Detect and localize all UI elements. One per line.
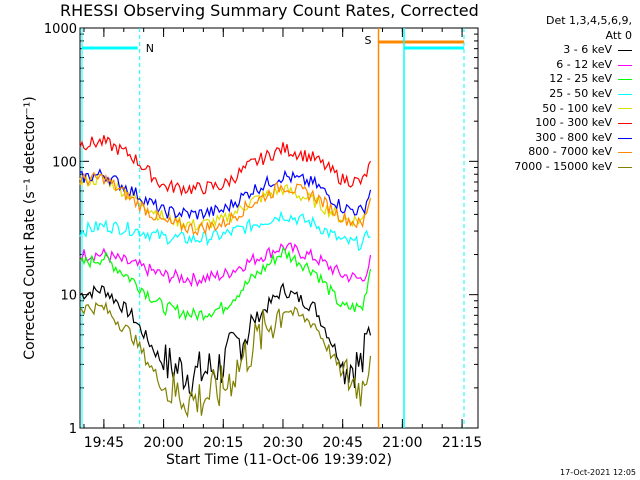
legend-entry: 100 - 300 keV [484, 116, 636, 131]
series-line [79, 173, 372, 231]
legend-entry: 6 - 12 keV [484, 58, 636, 73]
legend-swatch [618, 93, 632, 95]
series-line [79, 135, 372, 197]
legend-swatch [618, 166, 632, 168]
x-axis-label: Start Time (11-Oct-06 19:39:02) [166, 452, 392, 468]
legend-swatch [618, 49, 632, 51]
legend-label: 800 - 7000 keV [528, 145, 612, 159]
series-line [79, 282, 372, 397]
x-tick-label: 19:45 [84, 435, 124, 451]
legend-swatch [618, 108, 632, 110]
legend-swatch [618, 137, 632, 139]
y-tick-label: 10 [60, 289, 77, 304]
legend-swatch [618, 79, 632, 81]
legend-label: 6 - 12 keV [556, 57, 612, 71]
legend-entry: 3 - 6 keV [484, 43, 636, 58]
legend-entry: 50 - 100 keV [484, 102, 636, 117]
y-tick-label: 100 [52, 155, 77, 170]
legend: Det 1,3,4,5,6,9, Att 0 3 - 6 keV 6 - 12 k… [484, 14, 636, 175]
legend-swatch [618, 152, 632, 154]
y-axis-label: Corrected Count Rate (s⁻¹ detector⁻¹) [22, 96, 38, 359]
legend-label: 12 - 25 keV [549, 72, 612, 86]
series-line [79, 242, 372, 288]
x-tick-label: 20:15 [203, 435, 243, 451]
series-line [79, 301, 372, 419]
legend-swatch [618, 122, 632, 124]
legend-label: 50 - 100 keV [542, 101, 612, 115]
legend-label: 25 - 50 keV [549, 86, 612, 100]
plot-frame [79, 27, 479, 429]
legend-entry: 25 - 50 keV [484, 87, 636, 102]
timestamp: 17-Oct-2021 12:05 [560, 468, 636, 477]
x-tick-label: 20:45 [323, 435, 363, 451]
series-line [79, 246, 372, 322]
legend-entry: 300 - 800 keV [484, 131, 636, 146]
x-tick-label: 21:00 [382, 435, 422, 451]
x-tick-label: 21:15 [442, 435, 482, 451]
plot-area: 1 10 100 1000 19:45 20:00 20:15 20:30 20:45 21:00… [22, 22, 482, 468]
chart-title: RHESSI Observing Summary Count Rates, Co… [60, 1, 479, 20]
legend-entry: 800 - 7000 keV [484, 145, 636, 160]
legend-attenuator: Att 0 [605, 28, 632, 42]
legend-entry: 7000 - 15000 keV [484, 160, 636, 175]
legend-label: 300 - 800 keV [535, 130, 612, 144]
annotation-N: N [146, 42, 154, 55]
y-tick-label: 1000 [44, 22, 77, 37]
series-line [79, 171, 372, 236]
x-tick-label: 20:30 [263, 435, 303, 451]
legend-label: 7000 - 15000 keV [514, 159, 612, 173]
series-line [79, 210, 371, 252]
legend-label: 100 - 300 keV [535, 116, 612, 130]
x-tick-label: 20:00 [143, 435, 183, 451]
legend-entry: 12 - 25 keV [484, 72, 636, 87]
legend-swatch [618, 64, 632, 66]
legend-detectors: Det 1,3,4,5,6,9, [545, 14, 632, 27]
y-tick-label: 1 [69, 422, 77, 437]
legend-label: 3 - 6 keV [563, 43, 612, 57]
legend-entries: 3 - 6 keV 6 - 12 keV 12 - 25 keV 25 - 50 ke… [484, 43, 636, 174]
annotation-S: S [365, 34, 372, 47]
